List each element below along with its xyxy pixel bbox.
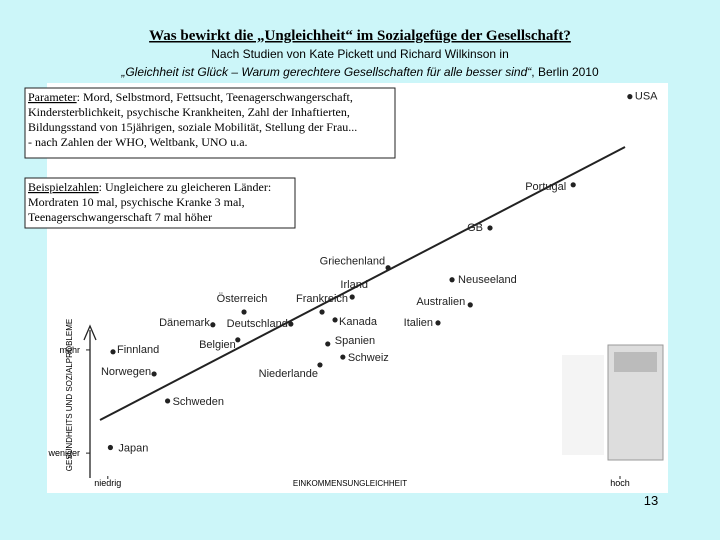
point-label: Japan xyxy=(118,442,148,454)
box-text: Mordraten 10 mal, psychische Kranke 3 ma… xyxy=(28,195,245,209)
point-label: Neuseeland xyxy=(458,274,517,286)
book-title xyxy=(614,352,657,372)
y-axis-label: GESUNDHEITS UND SOZIALPROBLEME xyxy=(65,319,74,471)
box-line: Bildungsstand von 15jährigen, soziale Mo… xyxy=(28,120,357,134)
source: „Gleichheit ist Glück – Warum gerechtere… xyxy=(120,65,599,79)
point xyxy=(317,362,323,368)
source-rest: , Berlin 2010 xyxy=(531,65,599,79)
point xyxy=(449,277,455,283)
point-label: Australien xyxy=(416,296,465,308)
box-line: Beispielzahlen: Ungleichere zu gleichere… xyxy=(28,180,271,194)
point-label: Belgien xyxy=(199,339,236,351)
box-line: Kindersterblichkeit, psychische Krankhei… xyxy=(28,105,350,119)
point xyxy=(235,337,241,343)
point xyxy=(325,341,331,347)
point-label: Deutschland xyxy=(227,318,288,330)
point xyxy=(467,302,473,308)
point xyxy=(210,322,216,328)
point xyxy=(340,354,346,360)
title: Was bewirkt die „Ungleichheit“ im Sozial… xyxy=(149,28,571,44)
trend-line xyxy=(99,146,626,421)
point xyxy=(165,398,171,404)
box-line: Teenagerschwangerschaft 7 mal höher xyxy=(28,210,212,224)
point-label: Finnland xyxy=(117,344,159,356)
point xyxy=(349,294,355,300)
box-text: : Ungleichere zu gleicheren Länder: xyxy=(99,180,272,194)
point-label: Portugal xyxy=(525,181,566,193)
box-label: Parameter xyxy=(28,90,77,104)
point-label: Dänemark xyxy=(159,317,210,329)
point-label: Norwegen xyxy=(101,366,151,378)
box-text: Bildungsstand von 15jährigen, soziale Mo… xyxy=(28,120,357,134)
point-label: Irland xyxy=(340,279,368,291)
point-label: Schweiz xyxy=(348,352,389,364)
subtitle: Nach Studien von Kate Pickett und Richar… xyxy=(211,47,509,61)
point xyxy=(288,321,294,327)
point-label: USA xyxy=(635,91,658,103)
y-tick-label: weniger xyxy=(47,448,80,458)
point xyxy=(435,320,441,326)
point xyxy=(107,444,113,451)
point-label: Österreich xyxy=(217,293,268,305)
point-label: Frankreich xyxy=(296,293,348,305)
point xyxy=(151,371,157,377)
point xyxy=(487,225,493,231)
book-cover xyxy=(562,344,664,461)
book-text xyxy=(562,355,604,455)
point-label: Niederlande xyxy=(259,368,318,380)
y-axis-arrow xyxy=(83,324,97,341)
point-label: GB xyxy=(467,222,483,234)
text-box xyxy=(24,177,296,229)
point xyxy=(319,309,325,315)
box-text: Kindersterblichkeit, psychische Krankhei… xyxy=(28,105,350,119)
point xyxy=(570,182,576,188)
box-text: : Mord, Selbstmord, Fettsucht, Teenagers… xyxy=(77,90,353,104)
point xyxy=(110,349,116,355)
source-title: „Gleichheit ist Glück – Warum gerechtere… xyxy=(120,65,532,79)
point xyxy=(332,317,338,323)
y-tick-label: mehr xyxy=(59,345,80,355)
point-label: Griechenland xyxy=(320,256,385,268)
box-text: Teenagerschwangerschaft 7 mal höher xyxy=(28,210,212,224)
x-axis-label: EINKOMMENSUNGLEICHHEIT xyxy=(293,479,407,488)
x-tick-label: niedrig xyxy=(94,478,121,488)
point-label: Kanada xyxy=(339,316,378,328)
box-line: - nach Zahlen der WHO, Weltbank, UNO u.a… xyxy=(28,135,248,149)
box-line: Parameter: Mord, Selbstmord, Fettsucht, … xyxy=(28,90,353,104)
point xyxy=(385,265,391,271)
point-label: Italien xyxy=(404,317,433,329)
x-tick-label: hoch xyxy=(610,478,630,488)
box-text: - nach Zahlen der WHO, Weltbank, UNO u.a… xyxy=(28,135,248,149)
box-line: Mordraten 10 mal, psychische Kranke 3 ma… xyxy=(28,195,245,209)
box-label: Beispielzahlen xyxy=(28,180,99,194)
point-label: Schweden xyxy=(173,396,224,408)
point xyxy=(241,309,247,315)
page-number: 13 xyxy=(644,493,658,508)
point xyxy=(627,94,633,100)
text-box xyxy=(24,87,396,159)
point-label: Spanien xyxy=(335,335,375,347)
